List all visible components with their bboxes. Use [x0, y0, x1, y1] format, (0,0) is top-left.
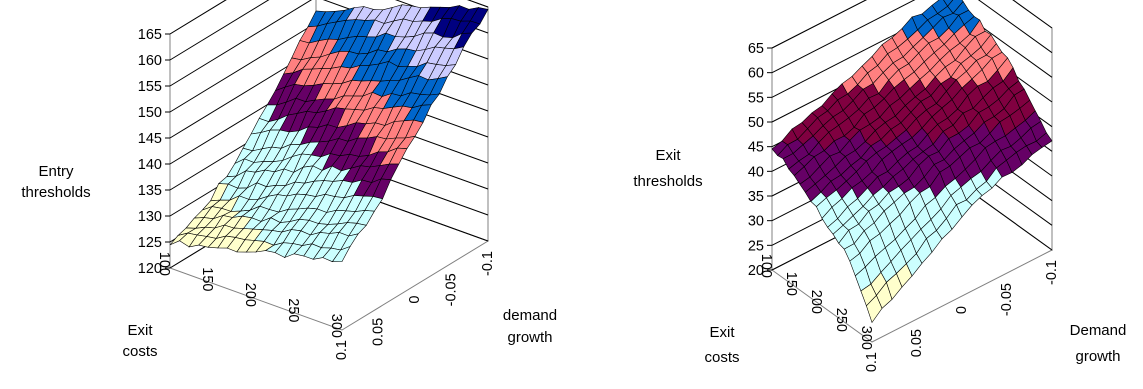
y-axis-title-line2: growth	[1075, 348, 1120, 365]
z-gridline	[771, 0, 1053, 49]
z-tick-label: 120	[138, 261, 162, 277]
z-axis-title-line2: thresholds	[21, 184, 90, 201]
z-tick-label: 125	[138, 235, 162, 251]
y-axis-title-line1: demand	[503, 307, 557, 324]
entry-thresholds-chart: 120 125 130 135 140 145 150 155 160 165 100 150 200 2…	[21, 0, 557, 360]
exit-thresholds-surface	[771, 0, 1053, 324]
x-tick-label: 200	[808, 290, 824, 314]
z-tick-label: 30	[748, 214, 764, 230]
surface-cell	[331, 245, 351, 263]
x-axis-title-line1: Exit	[127, 322, 153, 339]
z-tick-label: 160	[138, 53, 162, 69]
z-tick-label: 25	[748, 238, 764, 254]
x-tick-label: 150	[783, 272, 799, 296]
z-tick-label: 145	[138, 131, 162, 147]
x-tick-label: 150	[199, 267, 215, 291]
z-tick-label: 65	[748, 41, 764, 57]
y-tick-label: 0	[407, 296, 423, 304]
y-tick-label: -0.1	[480, 251, 496, 276]
y-tick-label: -0.05	[999, 283, 1015, 316]
x-tick-label: 300	[328, 314, 344, 338]
x-tick-label: 200	[242, 283, 258, 307]
z-tick-label: 155	[138, 79, 162, 95]
x-axis-title-line2: costs	[122, 343, 157, 360]
z-tick-label: 35	[748, 189, 764, 205]
z-tick-label: 50	[748, 115, 764, 131]
z-axis-title-line1: Entry	[38, 163, 74, 180]
z-tick-label: 45	[748, 140, 764, 156]
y-tick-label: 0	[954, 306, 970, 314]
x-tick-label: 100	[156, 252, 172, 276]
entry-thresholds-surface	[169, 4, 489, 263]
z-tick-label: 130	[138, 209, 162, 225]
z-tick-label: 140	[138, 157, 162, 173]
surface-cell	[866, 294, 883, 324]
z-axis-title-line1: Exit	[655, 147, 681, 164]
x-axis-title-line2: costs	[704, 349, 739, 366]
y-axis-title-line1: Demand	[1070, 322, 1127, 339]
y-tick-label: 0.1	[334, 340, 350, 360]
y-axis-title-line2: growth	[507, 329, 552, 346]
z-tick-label: 55	[748, 90, 764, 106]
z-tick-label: 20	[748, 263, 764, 279]
y-tick-label: -0.1	[1044, 260, 1060, 285]
z-tick-label: 135	[138, 183, 162, 199]
x-tick-label: 250	[285, 298, 301, 322]
y-tick-label: 0.05	[909, 329, 925, 357]
y-tick-label: 0.05	[370, 318, 386, 346]
x-tick-label: 100	[758, 254, 774, 278]
z-gridline	[771, 0, 1053, 74]
x-tick-label: 250	[833, 308, 849, 332]
y-tick-label: -0.05	[443, 273, 459, 306]
x-tick-label: 300	[858, 326, 874, 350]
y-tick-label: 0.1	[864, 352, 880, 372]
z-tick-label: 60	[748, 66, 764, 82]
z-gridline	[169, 0, 489, 35]
z-tick-label: 165	[138, 27, 162, 43]
exit-thresholds-chart: 20 25 30 35 40 45 50 55 60 65 100 150 200 250 300 0.1 0.…	[633, 0, 1126, 372]
z-axis-title-line2: thresholds	[633, 173, 702, 190]
z-tick-label: 40	[748, 164, 764, 180]
z-tick-label: 150	[138, 105, 162, 121]
x-axis-title-line1: Exit	[709, 324, 735, 341]
